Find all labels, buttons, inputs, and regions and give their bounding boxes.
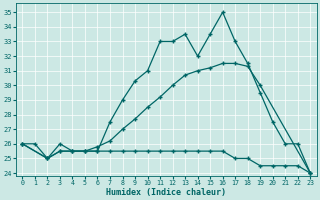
X-axis label: Humidex (Indice chaleur): Humidex (Indice chaleur) [106,188,226,197]
